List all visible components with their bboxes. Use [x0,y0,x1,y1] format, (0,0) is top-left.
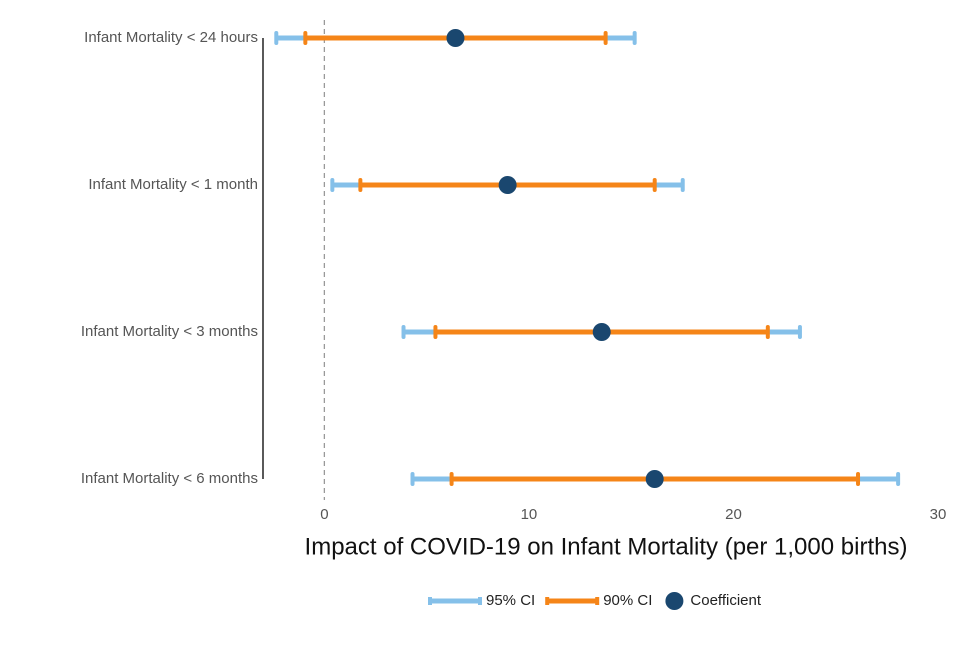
x-tick-label: 30 [930,506,947,523]
coefficient-point [498,176,517,194]
coefficient-point [592,323,611,341]
y-tick-label: Infant Mortality < 3 months [81,323,258,340]
legend-label: 95% CI [486,592,535,609]
y-tick-label: Infant Mortality < 24 hours [84,29,258,46]
legend-label: 90% CI [603,592,652,609]
y-tick-label: Infant Mortality < 1 month [88,176,258,193]
coefficient-point [446,29,465,47]
coefficient-point [645,470,664,488]
y-tick-label: Infant Mortality < 6 months [81,470,258,487]
x-tick-label: 10 [521,506,538,523]
x-axis-title: Impact of COVID-19 on Infant Mortality (… [305,533,908,560]
legend-swatch [665,592,684,610]
legend-label: Coefficient [690,592,761,609]
x-tick-label: 0 [320,506,328,523]
x-tick-label: 20 [725,506,742,523]
